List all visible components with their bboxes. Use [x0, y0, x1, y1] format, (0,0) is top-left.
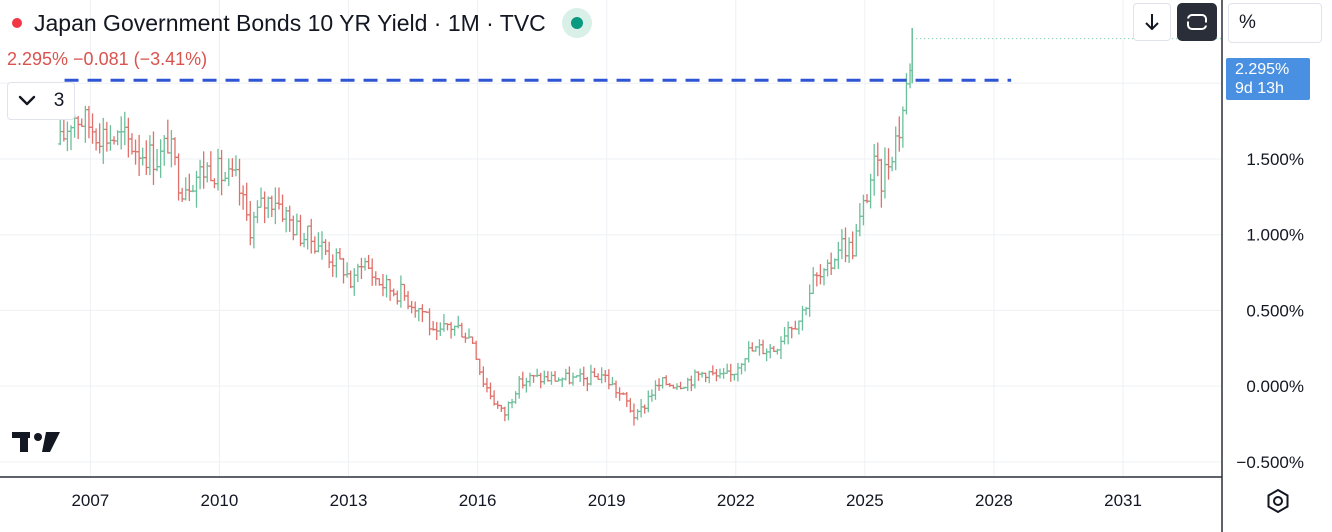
market-closed-indicator: [12, 18, 22, 28]
x-tick-label: 2016: [459, 491, 497, 510]
last-price-label: 2.295% 9d 13h: [1226, 58, 1310, 100]
bar-countdown: 9d 13h: [1235, 80, 1284, 97]
y-tick-label: 1.000%: [1246, 226, 1304, 245]
grid-lines: [0, 0, 1222, 477]
x-tick-label: 2028: [975, 491, 1013, 510]
price-bars: [58, 28, 913, 426]
chart-header: Japan Government Bonds 10 YR Yield · 1M …: [12, 8, 592, 38]
arrow-down-icon: [1145, 14, 1159, 31]
symbol-title[interactable]: Japan Government Bonds 10 YR Yield · 1M …: [34, 9, 546, 36]
price-axis[interactable]: 2.000%1.500%1.000%0.500%0.000%−0.500%: [1236, 74, 1304, 472]
status-indicator[interactable]: [561, 8, 592, 38]
y-tick-label: 0.000%: [1246, 377, 1304, 396]
chevron-down-icon: [18, 95, 35, 106]
percent-scale-button[interactable]: %: [1228, 3, 1322, 43]
x-tick-label: 2031: [1104, 491, 1142, 510]
auto-scale-icon: [1186, 14, 1208, 30]
status-dot: [570, 17, 583, 29]
x-tick-label: 2013: [330, 491, 368, 510]
y-tick-label: 0.500%: [1246, 301, 1304, 320]
tradingview-logo[interactable]: [12, 430, 64, 454]
x-tick-label: 2022: [717, 491, 755, 510]
y-tick-label: −0.500%: [1236, 453, 1304, 472]
x-tick-label: 2010: [201, 491, 239, 510]
last-price-value: 2.295%: [1235, 61, 1290, 78]
download-button[interactable]: [1133, 3, 1171, 41]
time-axis[interactable]: 2007 2010 2013 2016 2019 2022 2025 2028 2031: [71, 491, 1142, 510]
auto-scale-button[interactable]: [1177, 3, 1217, 41]
x-tick-label: 2025: [846, 491, 884, 510]
gear-icon: [1267, 488, 1289, 514]
y-tick-label: 1.500%: [1246, 150, 1304, 169]
x-tick-label: 2019: [588, 491, 626, 510]
price-change-quote: 2.295% −0.081 (−3.41%): [7, 49, 208, 69]
legend-count: 3: [53, 90, 65, 111]
legend-toggle-button[interactable]: 3: [7, 82, 75, 120]
x-tick-label: 2007: [71, 491, 109, 510]
chart-settings-button[interactable]: [1262, 485, 1294, 517]
